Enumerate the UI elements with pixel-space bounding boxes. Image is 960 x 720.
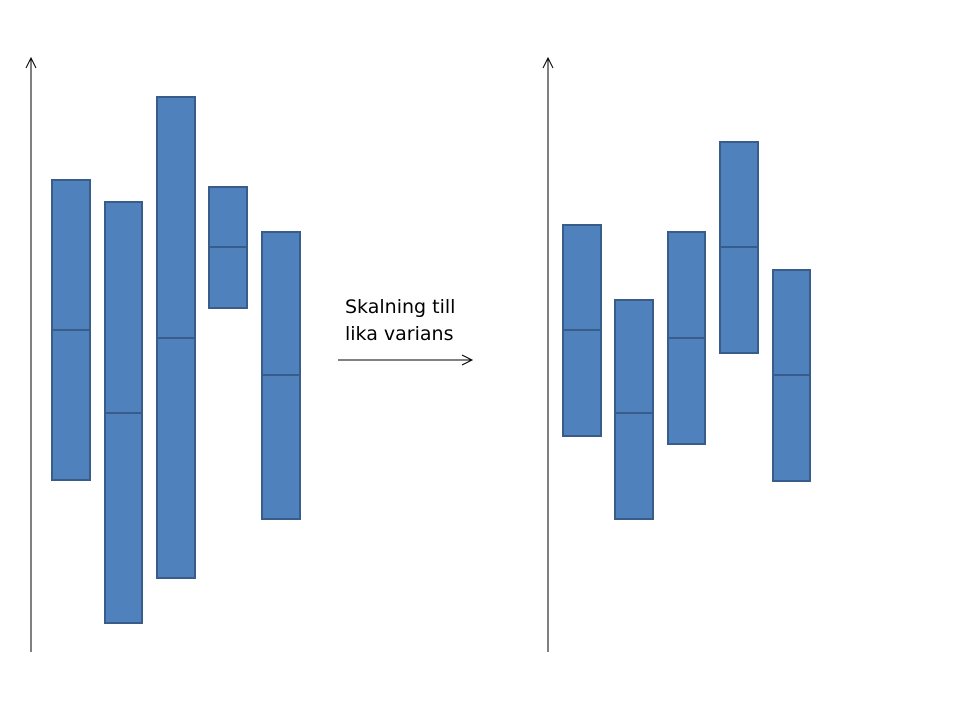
left-bar [156,96,196,579]
arrow [338,354,474,366]
right-bar [562,224,602,437]
left-bar [104,201,143,624]
left-bar [208,186,248,309]
right-bar [614,299,654,520]
label-line: lika varians [345,323,453,345]
right-bar [772,269,811,482]
left-bar [51,179,91,481]
left-bar [261,231,301,520]
right-bar [719,141,759,354]
right-axis [542,56,554,652]
label-line: Skalning till [345,296,455,318]
right-bar [667,231,706,445]
left-axis [25,56,37,652]
